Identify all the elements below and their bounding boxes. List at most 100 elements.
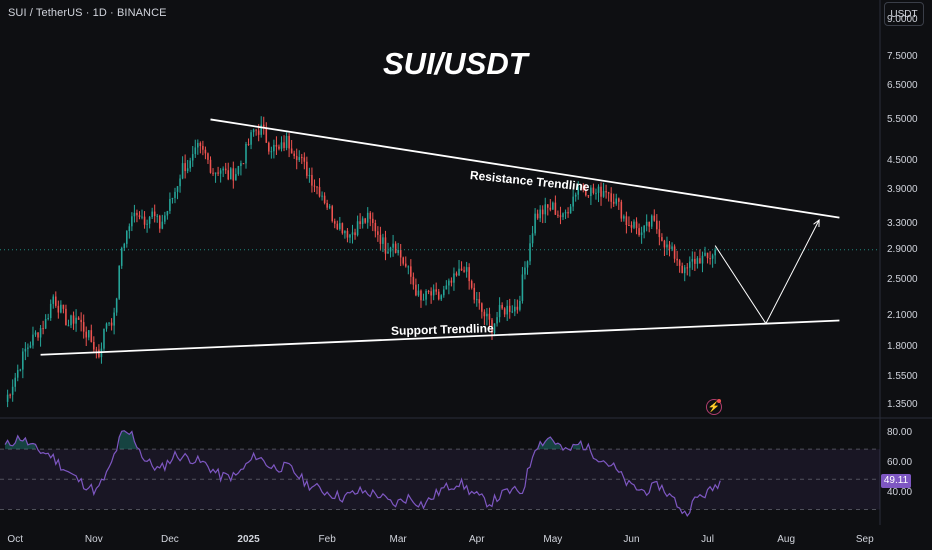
candle bbox=[681, 262, 683, 274]
candle bbox=[242, 163, 245, 165]
candle bbox=[650, 214, 653, 230]
candle bbox=[60, 300, 62, 314]
candle bbox=[316, 186, 318, 195]
candle bbox=[536, 209, 539, 220]
candle bbox=[80, 312, 82, 332]
candle bbox=[531, 225, 534, 248]
candle bbox=[585, 184, 587, 197]
price-tick: 2.5000 bbox=[887, 274, 918, 286]
candle bbox=[564, 209, 567, 220]
candle bbox=[640, 226, 643, 244]
candle bbox=[128, 223, 131, 239]
candle bbox=[554, 195, 557, 215]
candle bbox=[623, 214, 625, 222]
candle bbox=[98, 344, 100, 359]
date-tick: Sep bbox=[855, 534, 874, 545]
candle bbox=[648, 221, 651, 233]
candle bbox=[508, 298, 511, 319]
candle bbox=[366, 207, 369, 229]
candle bbox=[148, 215, 151, 229]
candle bbox=[293, 150, 295, 159]
candle bbox=[638, 223, 640, 237]
candle bbox=[620, 199, 623, 222]
candle bbox=[214, 172, 217, 183]
candle bbox=[158, 214, 161, 233]
candle bbox=[49, 299, 52, 321]
candle bbox=[22, 348, 24, 379]
candle bbox=[415, 278, 417, 297]
candle bbox=[399, 243, 402, 267]
candle bbox=[11, 379, 14, 402]
candle bbox=[326, 199, 328, 210]
candle bbox=[491, 317, 493, 340]
candle bbox=[344, 230, 346, 239]
candle bbox=[280, 136, 283, 152]
candle bbox=[488, 307, 491, 329]
candle bbox=[668, 241, 671, 257]
candle bbox=[29, 341, 32, 349]
candle bbox=[579, 184, 582, 190]
candle bbox=[351, 224, 354, 244]
candle bbox=[313, 179, 316, 193]
candle bbox=[389, 246, 392, 258]
candle bbox=[699, 249, 701, 264]
candle bbox=[496, 311, 498, 327]
candle bbox=[356, 215, 359, 237]
candle bbox=[506, 300, 508, 322]
candle bbox=[455, 271, 458, 277]
candle bbox=[55, 291, 57, 308]
candle bbox=[24, 342, 27, 361]
candle bbox=[321, 191, 323, 201]
candle bbox=[539, 205, 541, 223]
candle bbox=[204, 146, 207, 160]
candle bbox=[318, 178, 321, 198]
candle bbox=[290, 140, 293, 154]
candle bbox=[676, 250, 678, 266]
candle bbox=[298, 150, 301, 162]
support-trendline[interactable] bbox=[40, 319, 840, 356]
candle bbox=[473, 283, 476, 304]
candle bbox=[592, 183, 595, 195]
candle bbox=[470, 279, 473, 290]
candle bbox=[577, 181, 579, 200]
candle bbox=[546, 204, 549, 216]
candle bbox=[468, 263, 470, 290]
candle bbox=[572, 189, 574, 212]
candle bbox=[628, 216, 630, 227]
candle bbox=[709, 251, 711, 265]
price-tick: 1.3500 bbox=[887, 399, 918, 411]
candle bbox=[440, 294, 443, 301]
date-tick: Feb bbox=[318, 534, 336, 545]
candle bbox=[339, 216, 341, 231]
candle bbox=[422, 293, 425, 301]
candle bbox=[420, 289, 422, 308]
projection-path[interactable] bbox=[714, 219, 820, 325]
candle bbox=[202, 140, 204, 156]
candle bbox=[19, 368, 22, 372]
candle bbox=[430, 287, 432, 304]
candle bbox=[475, 291, 478, 307]
candle bbox=[706, 252, 709, 264]
date-tick: 2025 bbox=[237, 534, 260, 545]
candle bbox=[42, 320, 44, 335]
currency-button[interactable]: USDT bbox=[884, 2, 924, 26]
candle bbox=[237, 165, 240, 176]
candle bbox=[666, 236, 668, 256]
rsi-tick: 80.00 bbox=[887, 427, 913, 439]
price-tick: 1.5500 bbox=[887, 371, 918, 383]
symbol-info: SUI / TetherUS · 1D · BINANCE bbox=[8, 7, 167, 19]
candle bbox=[194, 139, 197, 158]
price-tick: 6.5000 bbox=[887, 80, 918, 92]
candle bbox=[404, 256, 407, 268]
resistance-trendline[interactable] bbox=[210, 118, 840, 219]
candle bbox=[524, 261, 526, 280]
price-tick: 2.9000 bbox=[887, 244, 918, 256]
lightning-alert-icon[interactable]: ⚡ bbox=[706, 399, 722, 415]
candle bbox=[407, 265, 410, 275]
candle bbox=[37, 332, 39, 341]
candle bbox=[171, 197, 174, 204]
price-tick: 1.8000 bbox=[887, 340, 918, 352]
support-trendline-label: Support Trendline bbox=[390, 321, 494, 338]
candle bbox=[526, 260, 529, 275]
